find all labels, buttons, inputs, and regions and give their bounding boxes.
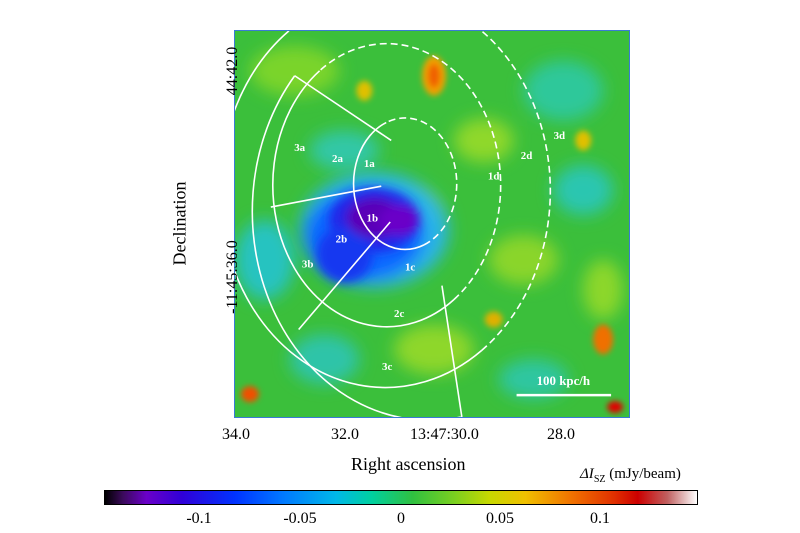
region-label-3b: 3b xyxy=(302,258,314,270)
x-tick-34: 34.0 xyxy=(222,426,250,443)
x-tick-28: 28.0 xyxy=(547,426,575,443)
region-label-1a: 1a xyxy=(364,158,375,170)
y-tick-top: 44:42.0 xyxy=(224,46,241,96)
scale-bar-label: 100 kpc/h xyxy=(537,373,591,388)
x-axis-title: Right ascension xyxy=(351,454,466,474)
hot-spots xyxy=(240,55,624,414)
sz-map: 3a 2a 1a 1b 2b 3b 1c 2c 3c 1d 2d 3d 100 … xyxy=(234,30,630,418)
region-label-1d: 1d xyxy=(488,171,500,183)
region-label-3d: 3d xyxy=(554,130,566,142)
region-label-1c: 1c xyxy=(405,261,415,273)
scale-bar: 100 kpc/h xyxy=(516,373,612,397)
colorbar-tick-neg01: -0.1 xyxy=(186,510,212,527)
y-tick-bottom: -11:45:36.0 xyxy=(224,240,241,314)
sz-map-image: 3a 2a 1a 1b 2b 3b 1c 2c 3c 1d 2d 3d 100 … xyxy=(235,31,629,417)
colorbar-label: ΔISZ (mJy/beam) xyxy=(580,466,681,485)
colorbar-tick-005: 0.05 xyxy=(486,510,514,527)
y-axis-title: Declination xyxy=(169,181,190,266)
colorbar-label-symbol: ΔI xyxy=(580,466,594,482)
x-tick-32: 32.0 xyxy=(331,426,359,443)
colorbar-label-subscript: SZ xyxy=(593,474,606,485)
colorbar-tick-0: 0 xyxy=(397,510,405,527)
colorbar-tick-neg005: -0.05 xyxy=(283,510,317,527)
colorbar-tick-01: 0.1 xyxy=(590,510,610,527)
region-label-3c: 3c xyxy=(382,361,392,373)
region-contours xyxy=(235,31,552,417)
region-label-2d: 2d xyxy=(521,150,533,162)
region-label-2c: 2c xyxy=(394,308,404,320)
region-labels: 3a 2a 1a 1b 2b 3b 1c 2c 3c 1d 2d 3d xyxy=(294,130,565,373)
region-label-1b: 1b xyxy=(367,213,379,225)
region-label-3a: 3a xyxy=(294,142,305,154)
region-label-2a: 2a xyxy=(332,153,343,165)
colorbar xyxy=(104,490,698,505)
region-label-2b: 2b xyxy=(336,233,348,245)
colorbar-label-unit: (mJy/beam) xyxy=(609,466,681,482)
x-tick-1347: 13:47:30.0 xyxy=(410,426,479,443)
noise-field xyxy=(235,45,624,400)
